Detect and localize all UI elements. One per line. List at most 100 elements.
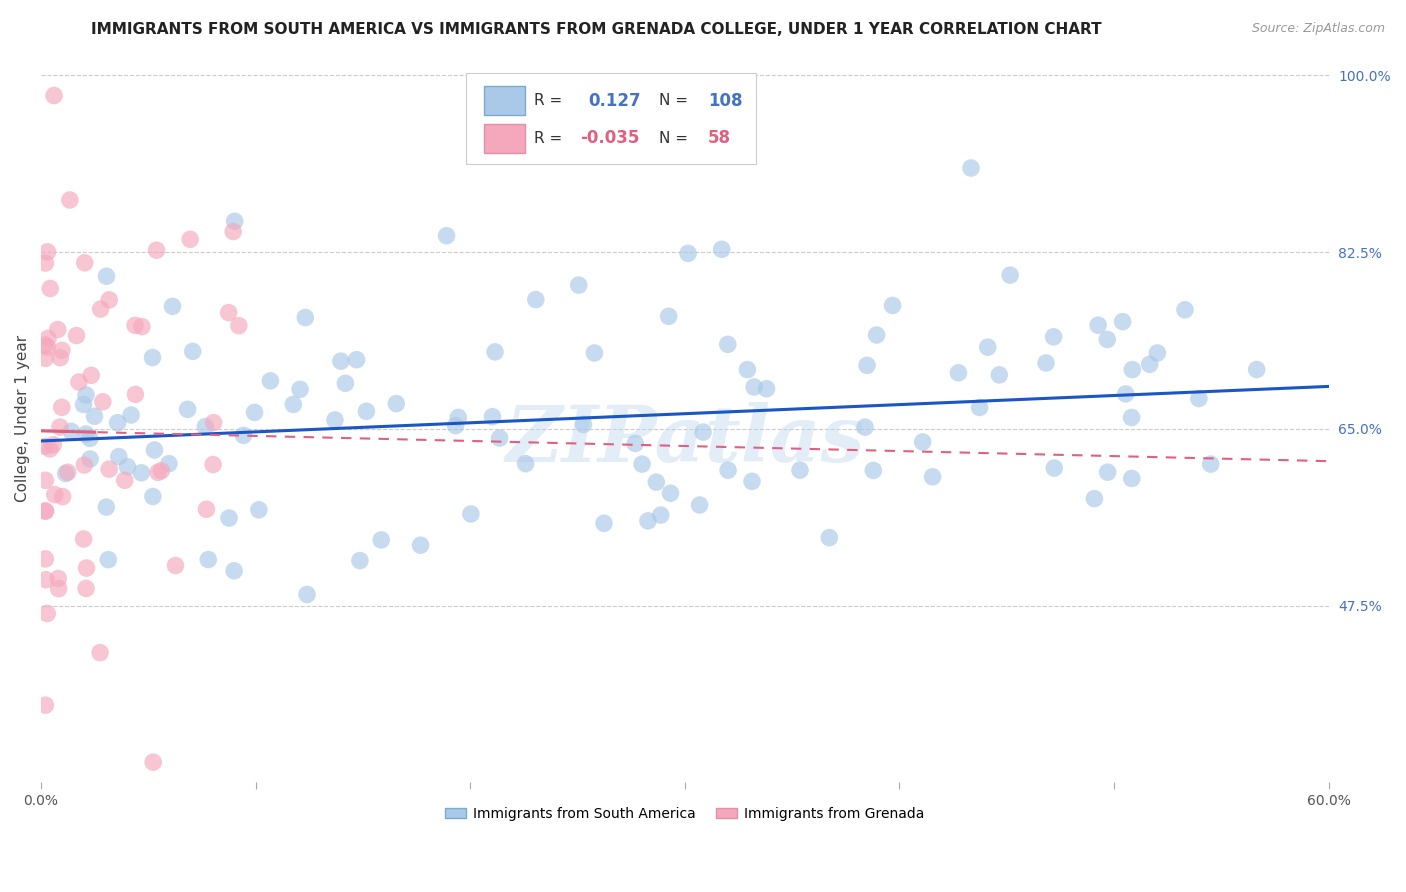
Point — [1083, 491, 1105, 506]
Point — [218, 306, 240, 320]
Point — [131, 466, 153, 480]
Point — [247, 503, 270, 517]
Point — [143, 442, 166, 457]
Point — [150, 464, 173, 478]
Point — [436, 228, 458, 243]
Legend: Immigrants from South America, Immigrants from Grenada: Immigrants from South America, Immigrant… — [440, 801, 931, 826]
Point — [59, 193, 82, 207]
Point — [120, 408, 142, 422]
Y-axis label: College, Under 1 year: College, Under 1 year — [15, 335, 30, 502]
Text: ZIPatlas: ZIPatlas — [505, 402, 865, 479]
Text: N =: N = — [659, 94, 688, 108]
Point — [124, 318, 146, 333]
Point — [1139, 357, 1161, 371]
Point — [960, 161, 983, 175]
Point — [659, 486, 682, 500]
Point — [157, 457, 180, 471]
Point — [49, 420, 72, 434]
Point — [49, 351, 72, 365]
Point — [222, 225, 245, 239]
Point — [288, 382, 311, 396]
Point — [48, 582, 70, 596]
Point — [283, 397, 305, 411]
Point — [329, 354, 352, 368]
Point — [484, 344, 506, 359]
Point — [197, 552, 219, 566]
Point — [593, 516, 616, 531]
Point — [34, 473, 56, 487]
Point — [755, 382, 778, 396]
Point — [572, 417, 595, 432]
Point — [637, 514, 659, 528]
Point — [79, 452, 101, 467]
Point — [131, 319, 153, 334]
Point — [631, 457, 654, 471]
Point — [65, 328, 87, 343]
Point — [1121, 362, 1143, 376]
Point — [55, 467, 77, 481]
Point — [1246, 362, 1268, 376]
Point — [37, 340, 59, 354]
Point — [460, 507, 482, 521]
Point — [1035, 356, 1057, 370]
Point — [232, 428, 254, 442]
Point — [524, 293, 547, 307]
Point — [83, 409, 105, 424]
Point — [409, 538, 432, 552]
Point — [481, 409, 503, 424]
Point — [194, 419, 217, 434]
Point — [37, 331, 59, 345]
Text: Source: ZipAtlas.com: Source: ZipAtlas.com — [1251, 22, 1385, 36]
Point — [370, 533, 392, 547]
Point — [98, 293, 121, 307]
Point — [1188, 392, 1211, 406]
Point — [650, 508, 672, 522]
Point — [56, 465, 79, 479]
Point — [717, 337, 740, 351]
Point — [34, 351, 56, 366]
Point — [228, 318, 250, 333]
Point — [34, 504, 56, 518]
Point — [34, 698, 56, 713]
Point — [96, 500, 118, 514]
Point — [145, 243, 167, 257]
Point — [853, 420, 876, 434]
Point — [911, 434, 934, 449]
Point — [1174, 302, 1197, 317]
Point — [356, 404, 378, 418]
Point — [162, 299, 184, 313]
Point — [34, 504, 56, 518]
Point — [488, 431, 510, 445]
Point — [67, 375, 90, 389]
Point — [818, 531, 841, 545]
Point — [72, 532, 94, 546]
Point — [921, 470, 943, 484]
Point — [44, 488, 66, 502]
Point — [91, 394, 114, 409]
Point — [179, 232, 201, 246]
Point — [42, 438, 65, 452]
Point — [42, 88, 65, 103]
Point — [568, 278, 591, 293]
Point — [108, 450, 131, 464]
Point — [323, 413, 346, 427]
FancyBboxPatch shape — [484, 87, 526, 115]
Point — [73, 256, 96, 270]
Point — [1042, 330, 1064, 344]
Point — [1111, 315, 1133, 329]
Point — [624, 436, 647, 450]
Point — [346, 352, 368, 367]
Point — [710, 242, 733, 256]
Text: IMMIGRANTS FROM SOUTH AMERICA VS IMMIGRANTS FROM GRENADA COLLEGE, UNDER 1 YEAR C: IMMIGRANTS FROM SOUTH AMERICA VS IMMIGRA… — [91, 22, 1102, 37]
Point — [114, 473, 136, 487]
Point — [224, 214, 246, 228]
Text: -0.035: -0.035 — [581, 129, 640, 147]
Point — [35, 573, 58, 587]
Point — [202, 458, 225, 472]
Point — [39, 442, 62, 456]
Point — [141, 351, 163, 365]
Point — [741, 475, 763, 489]
Point — [988, 368, 1011, 382]
Point — [444, 418, 467, 433]
Point — [515, 457, 537, 471]
